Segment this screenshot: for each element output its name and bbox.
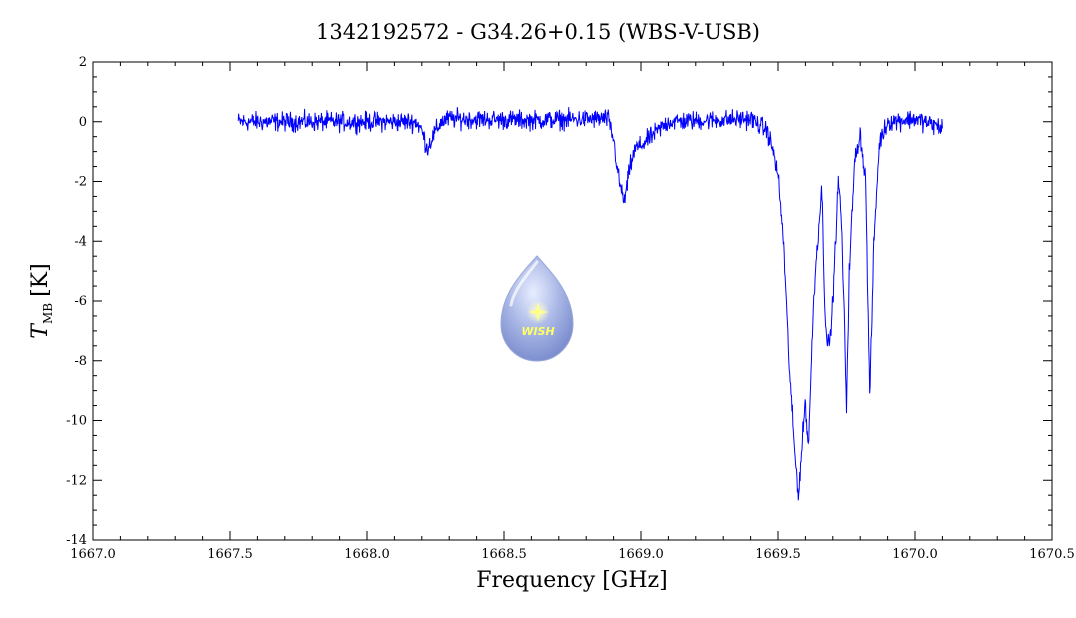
y-axis-label-subscript: MB <box>41 303 55 324</box>
y-tick-label: -12 <box>66 473 87 488</box>
x-axis: 1667.0 1667.5 1668.0 1668.5 1669.0 1669.5 1670… <box>70 62 1075 562</box>
y-tick-label: -2 <box>74 175 87 190</box>
plot-frame <box>92 61 1053 541</box>
y-tick-label: 0 <box>79 115 87 130</box>
y-tick-label: -4 <box>74 234 87 249</box>
svg-text:WISH: WISH <box>521 325 554 338</box>
y-tick-label: -8 <box>74 354 87 369</box>
spectrum-series-line <box>237 107 943 501</box>
y-axis: 2 0 -2 -4 -6 -8 -10 -12 -14 <box>66 55 1052 548</box>
x-tick-label: 1669.0 <box>618 547 664 562</box>
x-tick-label: 1668.5 <box>481 547 527 562</box>
svg-text:TMB[K]: TMB [K] <box>28 263 55 338</box>
y-axis-label-symbol: T <box>28 322 53 339</box>
x-axis-label: Frequency [GHz] <box>476 568 668 593</box>
wish-logo-icon: WISH <box>500 255 574 362</box>
y-tick-label: -10 <box>66 414 87 429</box>
y-tick-label: 2 <box>79 55 87 70</box>
x-tick-label: 1670.5 <box>1029 547 1075 562</box>
y-tick-label: -14 <box>66 533 87 548</box>
x-tick-label: 1667.5 <box>207 547 253 562</box>
y-axis-label-unit: [K] <box>28 263 53 297</box>
x-tick-label: 1670.0 <box>892 547 938 562</box>
chart-title: 1342192572 - G34.26+0.15 (WBS-V-USB) <box>316 20 760 44</box>
x-tick-label: 1669.5 <box>755 547 801 562</box>
x-tick-label: 1667.0 <box>70 547 116 562</box>
x-tick-label: 1668.0 <box>344 547 390 562</box>
y-tick-label: -6 <box>74 294 87 309</box>
y-axis-label: TMB [K] <box>28 263 55 338</box>
